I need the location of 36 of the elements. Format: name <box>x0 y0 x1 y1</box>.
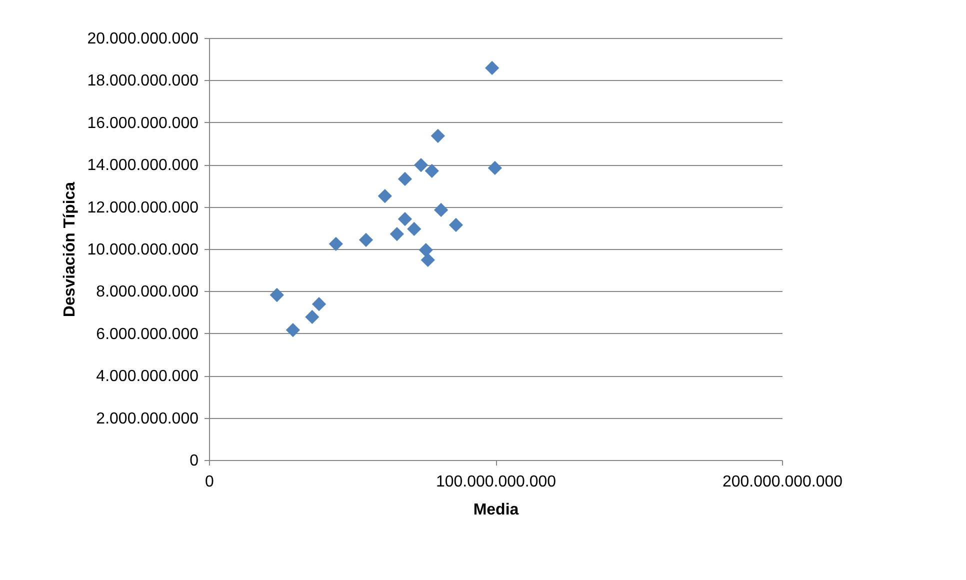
y-tick-label: 6.000.000.000 <box>96 326 199 343</box>
point <box>484 60 500 76</box>
point <box>418 242 433 258</box>
point <box>488 160 502 176</box>
y-tick-label: 20.000.000.000 <box>87 30 199 48</box>
point <box>398 172 412 186</box>
x-tick-label: 0 <box>205 474 214 490</box>
y-tick-label: 10.000.000.000 <box>87 242 199 258</box>
point <box>424 164 439 178</box>
point <box>312 297 326 312</box>
y-tick-label: 12.000.000.000 <box>87 199 199 216</box>
y-axis-title: Desviación Típica <box>61 182 78 318</box>
point <box>430 128 445 143</box>
point <box>390 226 404 242</box>
point <box>305 310 320 324</box>
point <box>328 236 343 252</box>
point <box>414 158 428 172</box>
y-tick-label: 0 <box>190 452 199 470</box>
point <box>398 212 412 226</box>
point <box>420 252 435 268</box>
x-tick-label: 200.000.000.000 <box>722 474 843 490</box>
point <box>434 202 448 218</box>
point <box>448 218 464 232</box>
y-tick-label: 14.000.000.000 <box>87 157 199 174</box>
x-axis-title: Media <box>473 502 519 518</box>
y-tick-label: 8.000.000.000 <box>96 284 199 301</box>
x-tick-label: 100.000.000.000 <box>436 474 556 490</box>
point <box>358 232 374 247</box>
y-tick-label: 2.000.000.000 <box>96 410 199 428</box>
point <box>270 288 284 302</box>
y-tick-label: 18.000.000.000 <box>87 72 199 90</box>
point <box>286 322 300 338</box>
point <box>407 222 422 236</box>
point <box>378 188 392 204</box>
y-tick-label: 16.000.000.000 <box>87 114 199 132</box>
y-tick-label: 4.000.000.000 <box>96 368 199 386</box>
